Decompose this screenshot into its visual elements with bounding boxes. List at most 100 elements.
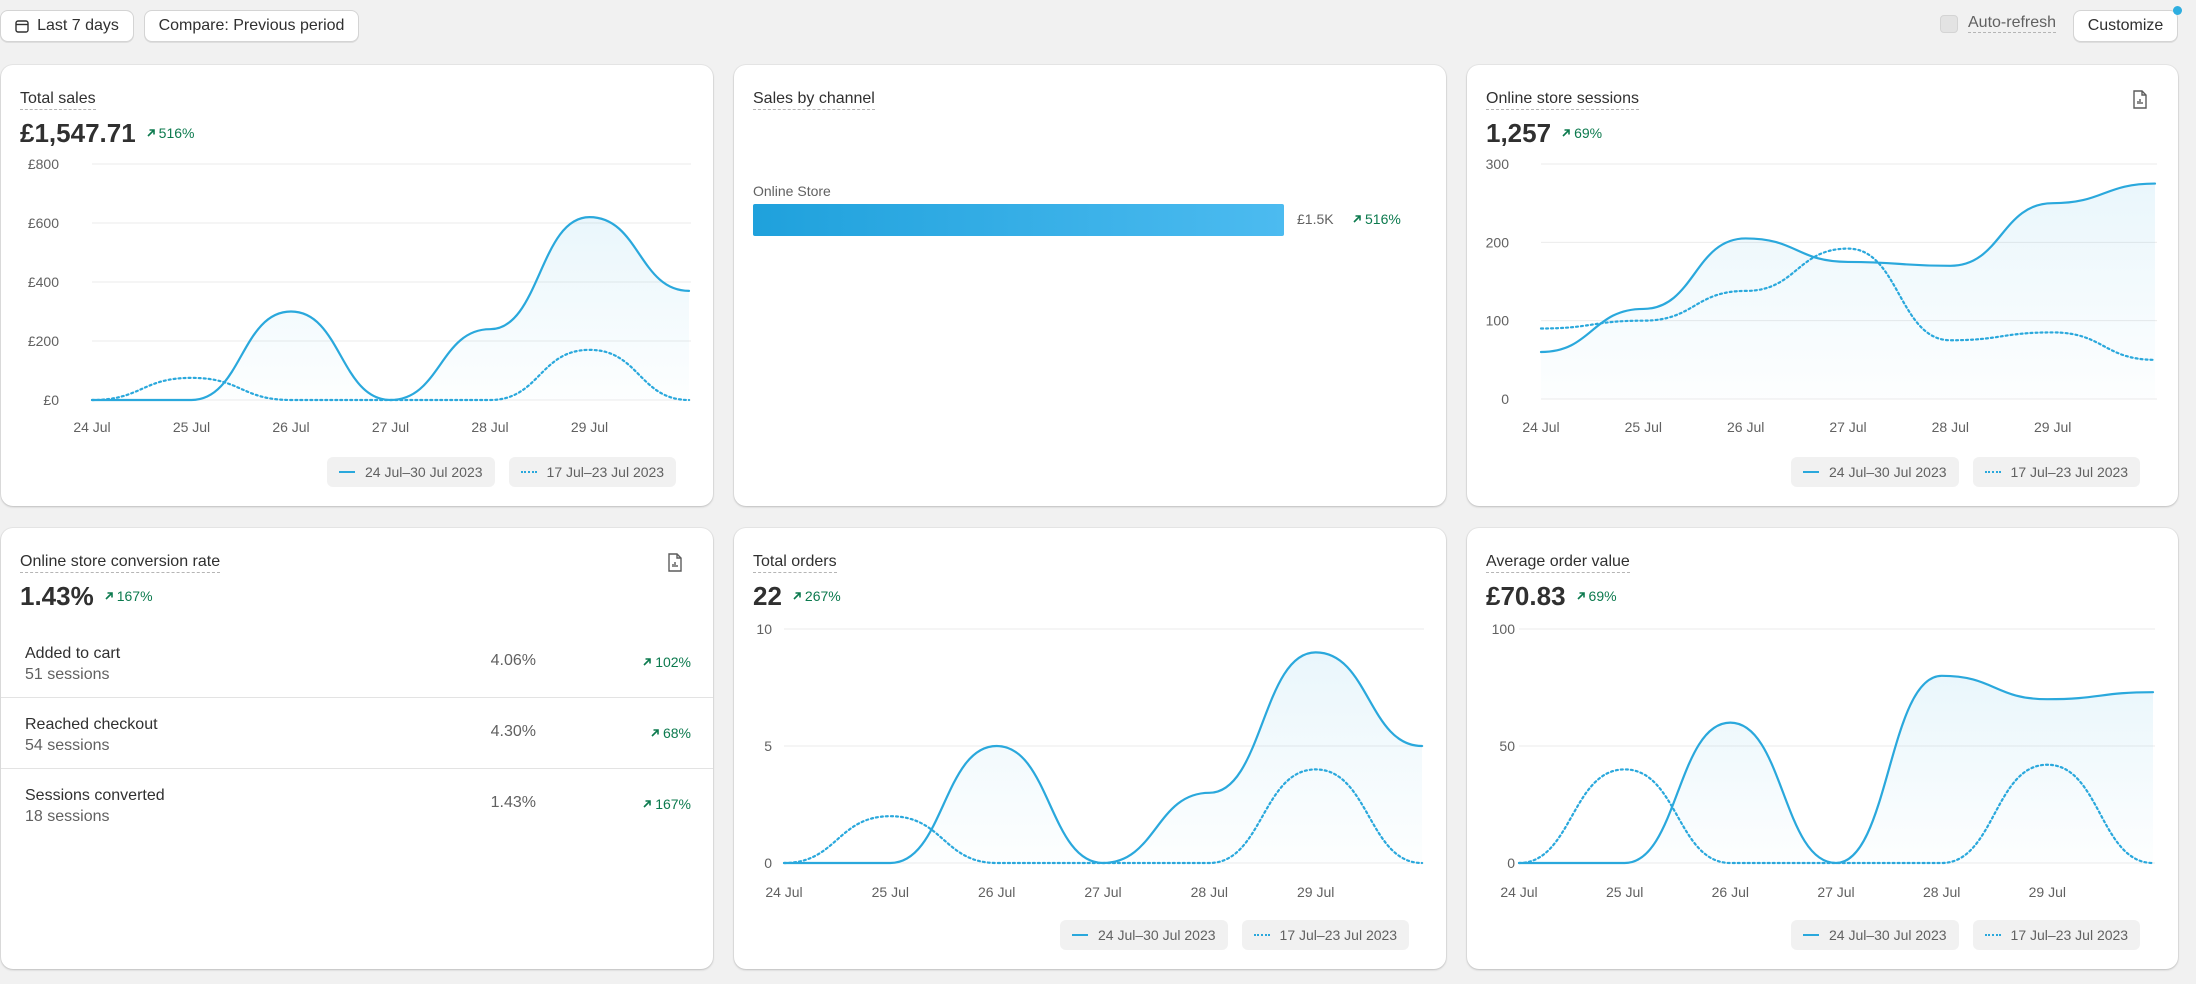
legend-label: 24 Jul–30 Jul 2023 [365,464,483,480]
card-title[interactable]: Sales by channel [753,89,875,110]
compare-button[interactable]: Compare: Previous period [144,10,359,42]
delta-badge: 267% [792,580,841,612]
delta-badge: 69% [1576,580,1617,612]
sessions-chart: 0 100 200 300 24 Jul 25 Jul 26 Jul 27 Jul 28 Jul… [1486,156,2157,435]
dotted-line-swatch [1253,934,1270,936]
x-tick-label: 24 Jul [73,419,110,435]
metric-number: 22 [753,581,782,611]
compare-label: Compare: Previous period [158,17,345,34]
delta-text: 516% [158,125,195,141]
current-period-line[interactable] [1539,182,2157,354]
solid-line-swatch [339,471,355,473]
average-order-value-card: Average order value £70.83 69% 0 50 100 24 … [1467,528,2178,969]
y-tick-label: £0 [43,392,59,408]
x-tick-label: 28 Jul [1923,884,1960,900]
dotted-line-swatch [520,471,537,473]
legend-label: 24 Jul–30 Jul 2023 [1829,927,1947,943]
x-tick-label: 25 Jul [1606,884,1643,900]
auto-refresh-label: Auto-refresh [1968,14,2057,33]
metric-value: £70.83 69% [1486,580,1617,612]
total-orders-card: Total orders 22 267% 0 5 10 24 Jul 25 Jul 26 … [734,528,1446,969]
date-range-button[interactable]: Last 7 days [0,10,134,42]
x-tick-label: 28 Jul [1191,884,1228,900]
card-title[interactable]: Online store conversion rate [20,552,221,573]
arrow-up-right-icon [1353,215,1361,223]
legend-previous[interactable]: 17 Jul–23 Jul 2023 [1972,920,2141,950]
solid-line-swatch [1072,934,1088,936]
arrow-up-right-icon [105,592,113,600]
previous-period-line[interactable] [1539,247,2157,361]
notification-dot [2173,6,2182,15]
metric-number: 1.43% [20,581,94,611]
channel-bar[interactable] [753,204,1284,236]
legend-current[interactable]: 24 Jul–30 Jul 2023 [1791,920,1959,950]
delta-text: 69% [1588,588,1617,604]
y-tick-label: 100 [1492,621,1516,637]
card-title[interactable]: Total sales [20,89,96,110]
y-tick-label: £600 [28,215,59,231]
arrow-up-right-icon [147,129,155,137]
conversion-row-sessions-converted: Sessions converted 18 sessions 1.43% 167… [1,770,713,840]
legend-current[interactable]: 24 Jul–30 Jul 2023 [1060,920,1228,950]
metric-number: 1,257 [1486,118,1552,148]
x-tick-label: 26 Jul [1727,419,1764,435]
card-title[interactable]: Average order value [1486,552,1630,573]
delta-badge: 167% [104,580,153,612]
x-tick-label: 27 Jul [1829,419,1866,435]
delta-text: 69% [1574,125,1603,141]
previous-period-line[interactable] [782,768,1424,865]
x-tick-label: 29 Jul [2029,884,2066,900]
series-area [92,217,689,400]
x-tick-label: 27 Jul [372,419,409,435]
delta-badge: 167% [621,796,691,812]
previous-period-line[interactable] [90,348,691,402]
x-tick-label: 25 Jul [173,419,210,435]
metric-number: £70.83 [1486,581,1566,611]
arrow-up-right-icon [793,592,801,600]
auto-refresh-toggle[interactable]: Auto-refresh [1940,14,2057,33]
arrow-up-right-icon [651,729,659,737]
x-tick-label: 29 Jul [2034,419,2071,435]
report-icon[interactable] [665,552,685,574]
solid-line-swatch [1803,471,1819,473]
metric-value: 22 267% [753,580,841,612]
customize-button[interactable]: Customize [2073,10,2178,42]
arrow-up-right-icon [1562,129,1570,137]
legend-label: 24 Jul–30 Jul 2023 [1829,464,1947,480]
report-icon[interactable] [2130,89,2150,111]
row-percent: 4.06% [490,652,536,669]
sales-by-channel-card: Sales by channel Online Store £1.5K 516% [734,65,1446,506]
channel-amount: £1.5K [1297,211,1334,227]
legend-previous[interactable]: 17 Jul–23 Jul 2023 [1972,457,2141,487]
y-tick-label: 200 [1486,234,1510,250]
legend-current[interactable]: 24 Jul–30 Jul 2023 [327,457,495,487]
series-area [1541,183,2155,399]
legend-label: 17 Jul–23 Jul 2023 [2010,927,2129,943]
conversion-rate-card: Online store conversion rate 1.43% 167% … [1,528,713,969]
auto-refresh-checkbox[interactable] [1940,14,1958,33]
delta-text: 516% [1365,211,1401,227]
legend-previous[interactable]: 17 Jul–23 Jul 2023 [1241,920,1410,950]
aov-chart: 0 50 100 24 Jul 25 Jul 26 Jul 27 Jul 28 Jul 29 J… [1492,621,2155,900]
legend-previous[interactable]: 17 Jul–23 Jul 2023 [508,457,677,487]
card-title[interactable]: Total orders [753,552,837,573]
previous-period-line[interactable] [1517,763,2155,865]
total-sales-chart: £0 £200 £400 £600 £800 24 Jul 25 Jul 26 Jul 27 J… [28,156,691,435]
legend-label: 17 Jul–23 Jul 2023 [1279,927,1398,943]
x-tick-label: 27 Jul [1817,884,1854,900]
metric-value: 1,257 69% [1486,117,1602,149]
current-period-line[interactable] [90,215,691,402]
delta-text: 267% [804,588,841,604]
series-area [1519,675,2153,863]
y-tick-label: £400 [28,274,59,290]
delta-text: 102% [655,654,691,670]
x-tick-label: 28 Jul [1932,419,1969,435]
row-percent: 1.43% [490,794,536,811]
row-percent: 4.30% [490,723,536,740]
arrow-up-right-icon [643,658,651,666]
card-title[interactable]: Online store sessions [1486,89,1639,110]
metric-number: £1,547.71 [20,118,136,148]
row-sessions: 54 sessions [25,737,110,754]
legend-current[interactable]: 24 Jul–30 Jul 2023 [1791,457,1959,487]
delta-badge: 516% [1352,211,1401,227]
